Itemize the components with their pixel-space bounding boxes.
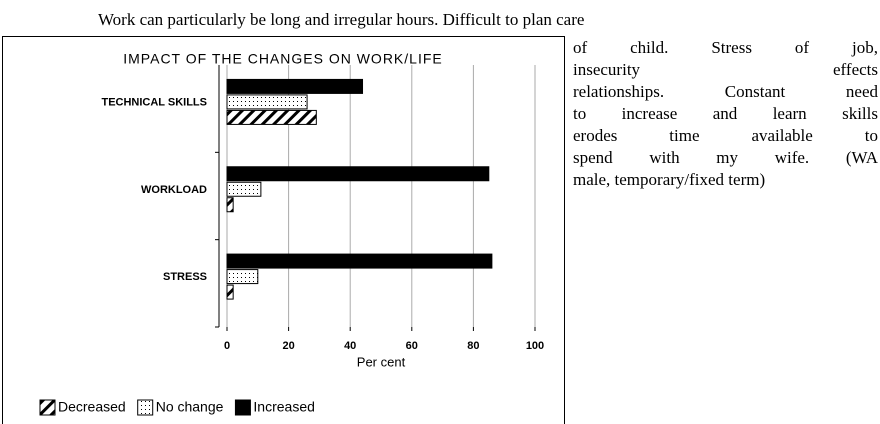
legend-swatch — [234, 399, 251, 416]
y-tick-label: STRESS — [163, 271, 207, 283]
chart-title: IMPACT OF THE CHANGES ON WORK/LIFE — [123, 51, 442, 67]
text-line: insecurity effects — [573, 60, 878, 79]
x-axis-label: Per cent — [357, 354, 406, 369]
bar — [226, 109, 317, 125]
bar — [226, 181, 262, 197]
bar — [226, 166, 490, 182]
y-tick-label: TECHNICAL SKILLS — [101, 97, 207, 109]
bar — [226, 94, 308, 110]
bar — [226, 197, 234, 213]
text-line: spend with my wife. (WA — [573, 148, 878, 167]
legend-label: No change — [156, 399, 224, 415]
chart-frame — [2, 36, 565, 424]
x-tick-label: 100 — [526, 340, 544, 352]
x-tick-label: 60 — [406, 340, 418, 352]
x-tick-label: 80 — [467, 340, 479, 352]
x-tick-label: 40 — [344, 340, 356, 352]
bar — [226, 284, 234, 300]
x-tick-label: 0 — [224, 340, 230, 352]
bar — [226, 78, 364, 94]
y-tick-label: WORKLOAD — [141, 184, 207, 196]
text-line: Work can particularly be long and irregu… — [98, 10, 585, 29]
bar — [226, 269, 259, 285]
legend-label: Decreased — [58, 399, 126, 415]
legend-label: Increased — [253, 399, 314, 415]
text-line: to increase and learn skills — [573, 104, 878, 123]
text-line: erodes time available to — [573, 126, 878, 145]
text-line: of child. Stress of job, — [573, 38, 878, 57]
legend-swatch — [39, 399, 56, 416]
text-line: relationships. Constant need — [573, 82, 878, 101]
legend-swatch — [137, 399, 154, 416]
bar — [226, 253, 493, 269]
text-line: male, temporary/fixed term) — [573, 170, 766, 189]
x-tick-label: 20 — [282, 340, 294, 352]
